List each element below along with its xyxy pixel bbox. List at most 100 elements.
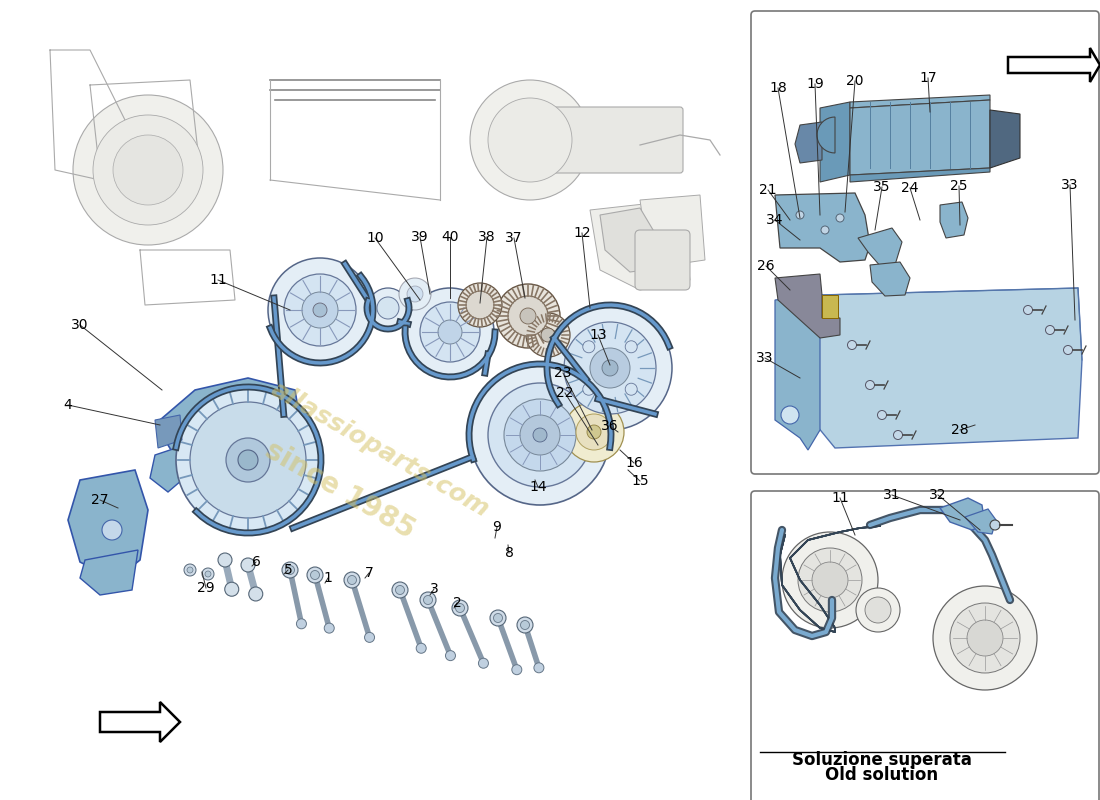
- Circle shape: [478, 658, 488, 668]
- Circle shape: [576, 414, 612, 450]
- Text: 9: 9: [493, 520, 502, 534]
- Circle shape: [933, 586, 1037, 690]
- Circle shape: [583, 383, 595, 395]
- Circle shape: [782, 532, 878, 628]
- Circle shape: [470, 365, 610, 505]
- Polygon shape: [965, 509, 996, 534]
- Text: 37: 37: [505, 231, 522, 245]
- Circle shape: [865, 597, 891, 623]
- Polygon shape: [68, 470, 148, 580]
- Polygon shape: [600, 208, 666, 272]
- Circle shape: [512, 665, 521, 674]
- Text: 25: 25: [950, 179, 968, 193]
- Text: 27: 27: [91, 493, 109, 507]
- Circle shape: [424, 595, 432, 605]
- Circle shape: [205, 571, 211, 577]
- Polygon shape: [776, 295, 820, 450]
- Circle shape: [314, 303, 327, 317]
- Text: 10: 10: [366, 231, 384, 245]
- Polygon shape: [155, 415, 182, 448]
- Text: 30: 30: [72, 318, 89, 332]
- Text: 4: 4: [64, 398, 73, 412]
- Circle shape: [821, 226, 829, 234]
- Text: 39: 39: [411, 230, 429, 244]
- Circle shape: [176, 388, 320, 532]
- Text: 18: 18: [769, 81, 786, 95]
- Polygon shape: [850, 100, 990, 175]
- Text: 5: 5: [284, 563, 293, 577]
- Text: 3: 3: [430, 582, 439, 596]
- Circle shape: [1023, 306, 1033, 314]
- Polygon shape: [817, 117, 835, 153]
- Circle shape: [798, 548, 862, 612]
- Text: 28: 28: [952, 423, 969, 437]
- Circle shape: [541, 328, 556, 342]
- Text: 14: 14: [529, 480, 547, 494]
- Circle shape: [446, 650, 455, 661]
- Circle shape: [310, 570, 319, 579]
- Text: 34: 34: [767, 213, 783, 227]
- Text: 13: 13: [590, 328, 607, 342]
- Text: 24: 24: [901, 181, 918, 195]
- Circle shape: [249, 587, 263, 601]
- Text: 11: 11: [209, 273, 227, 287]
- Circle shape: [324, 623, 334, 633]
- Circle shape: [526, 313, 570, 357]
- Text: 33: 33: [1062, 178, 1079, 192]
- Circle shape: [406, 288, 494, 376]
- Text: 15: 15: [631, 474, 649, 488]
- Circle shape: [102, 520, 122, 540]
- Circle shape: [466, 291, 494, 319]
- Text: 11: 11: [832, 491, 849, 505]
- Circle shape: [307, 567, 323, 583]
- Circle shape: [420, 302, 480, 362]
- Text: 1: 1: [323, 571, 332, 585]
- Polygon shape: [990, 110, 1020, 168]
- Circle shape: [488, 383, 592, 487]
- Circle shape: [950, 603, 1020, 673]
- FancyBboxPatch shape: [751, 11, 1099, 474]
- Circle shape: [284, 274, 356, 346]
- Text: 29: 29: [197, 581, 215, 595]
- Circle shape: [470, 80, 590, 200]
- Circle shape: [781, 406, 799, 424]
- Text: 8: 8: [505, 546, 514, 560]
- Circle shape: [1064, 346, 1072, 354]
- Circle shape: [377, 297, 399, 319]
- Circle shape: [396, 586, 405, 594]
- Circle shape: [520, 308, 536, 324]
- Polygon shape: [800, 288, 1082, 448]
- Polygon shape: [100, 702, 180, 742]
- Circle shape: [488, 98, 572, 182]
- Circle shape: [399, 278, 431, 310]
- Polygon shape: [940, 202, 968, 238]
- Circle shape: [348, 575, 356, 585]
- Circle shape: [967, 620, 1003, 656]
- Polygon shape: [590, 200, 690, 290]
- Text: 7: 7: [364, 566, 373, 580]
- Circle shape: [226, 438, 270, 482]
- Circle shape: [302, 292, 338, 328]
- Circle shape: [224, 582, 239, 596]
- Circle shape: [190, 402, 306, 518]
- Polygon shape: [940, 498, 984, 530]
- Polygon shape: [850, 168, 990, 182]
- Circle shape: [520, 621, 529, 630]
- Circle shape: [590, 348, 630, 388]
- Text: 21: 21: [759, 183, 777, 197]
- Text: allassioparts.com: allassioparts.com: [266, 378, 494, 522]
- Text: 22: 22: [557, 386, 574, 400]
- Circle shape: [836, 214, 844, 222]
- Circle shape: [496, 284, 560, 348]
- Polygon shape: [858, 228, 902, 268]
- Circle shape: [494, 614, 503, 622]
- Circle shape: [282, 562, 298, 578]
- Circle shape: [625, 341, 637, 353]
- Circle shape: [187, 567, 192, 573]
- Polygon shape: [160, 378, 300, 495]
- Circle shape: [268, 258, 372, 362]
- Circle shape: [296, 618, 307, 629]
- Circle shape: [407, 286, 424, 302]
- Circle shape: [1045, 326, 1055, 334]
- Circle shape: [625, 383, 637, 395]
